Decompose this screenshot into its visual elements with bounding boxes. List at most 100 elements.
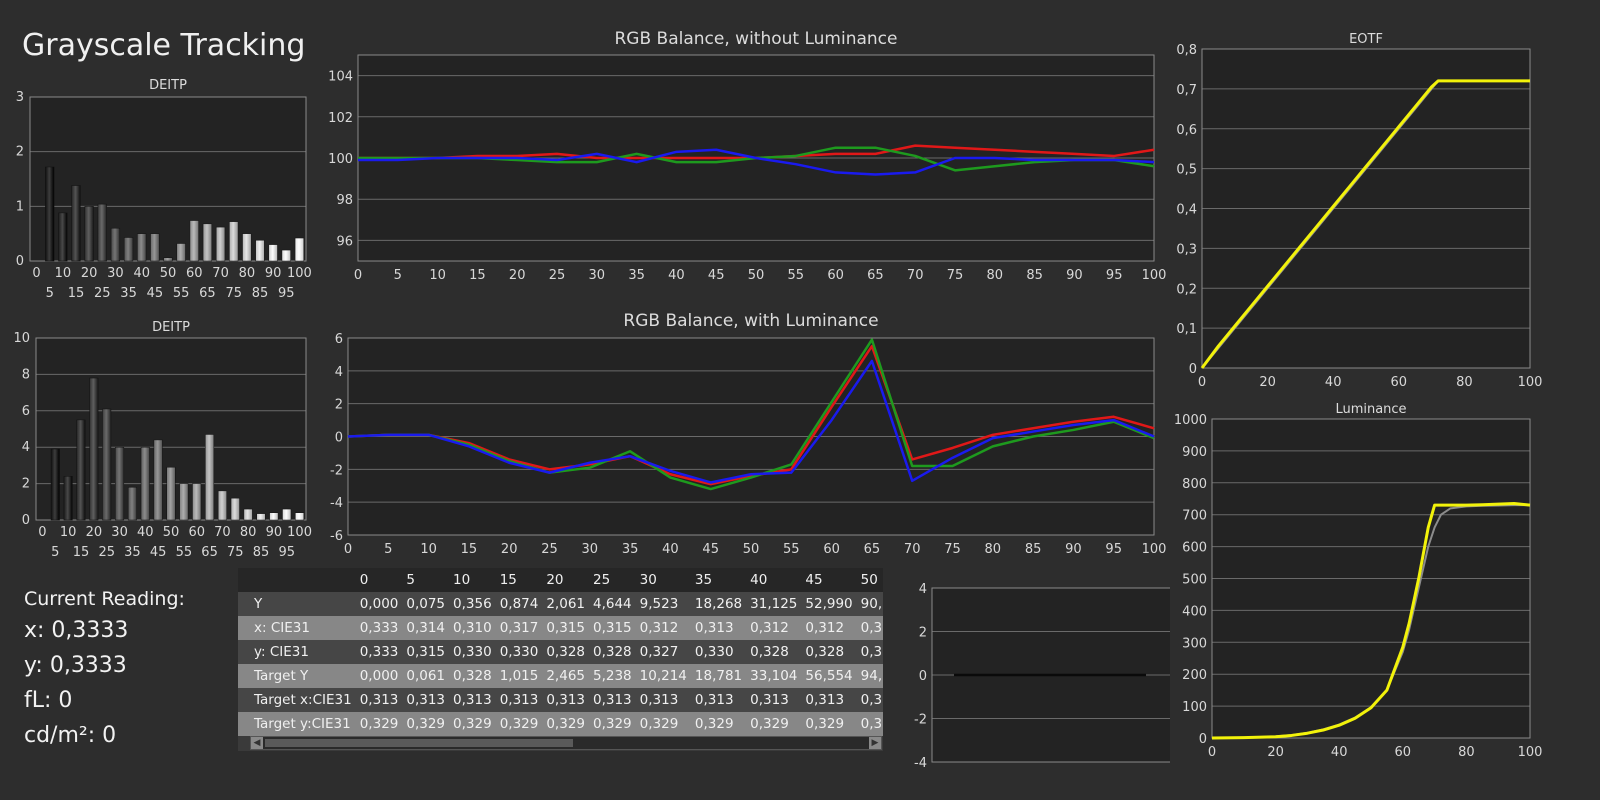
x-tick-label: 75 [227,545,244,560]
y-tick-label: 2 [335,398,343,413]
table-column-header[interactable]: 5 [402,568,450,592]
x-tick-label: 100 [287,525,312,540]
table-cell: 0,313 [801,688,857,712]
table-cell: 0,313 [589,688,636,712]
x-tick-label: 85 [252,286,269,301]
x-tick-label: 80 [239,266,256,281]
x-tick-label: 45 [150,545,167,560]
series-line-green [347,338,1155,491]
table-cell: 0,329 [690,712,747,736]
x-tick-label: 45 [702,542,719,557]
table-column-header[interactable]: 35 [690,568,747,592]
table-cell: 0,333 [355,616,403,640]
rgb-no-lum-title: RGB Balance, without Luminance [614,29,898,49]
scroll-right-icon[interactable]: ▶ [869,737,881,749]
table-row[interactable]: x: CIE31 0,333 0,314 0,310 0,317 0,315 0,315 0,… [238,616,883,640]
x-tick-label: 50 [748,268,765,283]
table-column-header[interactable]: 45 [801,568,857,592]
x-tick-label: 35 [628,268,645,283]
x-tick-label: 0 [32,266,40,281]
y-tick-label: 600 [1182,541,1207,556]
table-row[interactable]: y: CIE31 0,333 0,315 0,330 0,330 0,328 0,328 0,… [238,640,883,664]
x-tick-label: 5 [394,268,402,283]
x-tick-label: 15 [68,286,85,301]
table-cell: 18,268 [690,592,747,616]
table-cell: 0,000 [355,664,403,688]
table-cell: 0,313 [690,616,747,640]
table-row[interactable]: Target Y 0,000 0,061 0,328 1,015 2,465 5,238 10… [238,664,883,688]
y-tick-label: 0,5 [1176,163,1197,178]
x-tick-label: 30 [107,266,124,281]
x-tick-label: 10 [55,266,72,281]
scroll-left-icon[interactable]: ◀ [251,737,263,749]
table-cell: 0,000 [355,592,403,616]
x-tick-label: 55 [788,268,805,283]
table-horizontal-scrollbar[interactable]: ◀ ▶ [250,736,882,750]
bar-65 [202,223,213,262]
bar-40 [140,446,150,521]
y-tick-label: 0,1 [1176,322,1197,337]
bar-35 [123,237,134,262]
x-tick-label: 55 [783,542,800,557]
rgb-no-lum-chart: 96 98 100 102 104 0 5 10 15 20 25 30 35 40 45 50 55 60 65 7… [328,54,1166,283]
table-cell: 0,313 [856,616,883,640]
table-row-label: Target x:CIE31 [238,688,356,712]
table-row-label: Y [238,592,356,616]
bar-100 [295,512,305,521]
table-column-header[interactable]: 25 [589,568,636,592]
table-header-row: 0 5 10 15 20 25 30 35 40 45 50 [238,568,883,592]
table-cell: 0,327 [635,640,691,664]
y-tick-label: 8 [22,367,30,382]
y-tick-label: 0 [919,669,927,684]
x-tick-label: 20 [1267,745,1284,760]
x-tick-label: 100 [287,266,312,281]
bar-60 [189,220,199,262]
x-tick-label: 85 [1026,268,1043,283]
table-cell: 33,104 [746,664,802,688]
table-row[interactable]: Target x:CIE31 0,313 0,313 0,313 0,313 0,313 0… [238,688,883,712]
x-tick-label: 5 [384,542,392,557]
table-cell: 10,214 [635,664,691,688]
table-cell: 9,523 [635,592,691,616]
table-column-header[interactable]: 0 [355,568,403,592]
x-tick-label: 70 [212,266,229,281]
y-tick-label: 2 [919,626,927,641]
table-column-header[interactable]: 40 [746,568,802,592]
measurement-table[interactable]: 0 5 10 15 20 25 30 35 40 45 50 Y 0,000 0,075 0,356 0,87… [238,568,883,751]
current-reading-heading: Current Reading: [24,588,185,610]
series-line-blue [358,148,1155,176]
x-tick-label: 65 [199,286,216,301]
table-cell: 0,328 [449,664,496,688]
table-cell: 94,378 [856,664,883,688]
plot-frame [1211,418,1531,739]
table-cell: 0,329 [542,712,589,736]
x-tick-label: 80 [1456,375,1473,390]
table-row[interactable]: Target y:CIE31 0,329 0,329 0,329 0,329 0,329 0… [238,712,883,736]
x-tick-label: 70 [907,268,924,283]
plot-area [30,97,306,261]
bar-5 [45,166,55,262]
x-tick-label: 80 [1458,745,1475,760]
table-row-label: y: CIE31 [238,640,356,664]
table-column-header[interactable]: 20 [542,568,589,592]
eotf-title: EOTF [1349,32,1383,47]
y-tick-label: 0 [1189,362,1197,377]
x-tick-label: 0 [38,525,46,540]
y-tick-label: 300 [1182,636,1207,651]
table-column-header[interactable]: 15 [495,568,543,592]
scrollbar-thumb[interactable] [265,739,573,747]
table-column-header[interactable]: 10 [449,568,496,592]
x-tick-label: 55 [176,545,193,560]
table-column-header[interactable]: 30 [635,568,691,592]
table-row[interactable]: Y 0,000 0,075 0,356 0,874 2,061 4,644 9,523 18,2… [238,592,883,616]
rgb-lum-title: RGB Balance, with Luminance [623,311,879,331]
x-tick-label: 90 [1065,542,1082,557]
table-cell: 0,329 [449,712,496,736]
table-column-header[interactable]: 50 [856,568,883,592]
y-tick-label: 3 [16,90,24,105]
y-tick-label: 200 [1182,668,1207,683]
y-tick-label: 0 [1199,732,1207,747]
bar-75 [230,497,240,521]
table-cell: 0,328 [746,640,802,664]
